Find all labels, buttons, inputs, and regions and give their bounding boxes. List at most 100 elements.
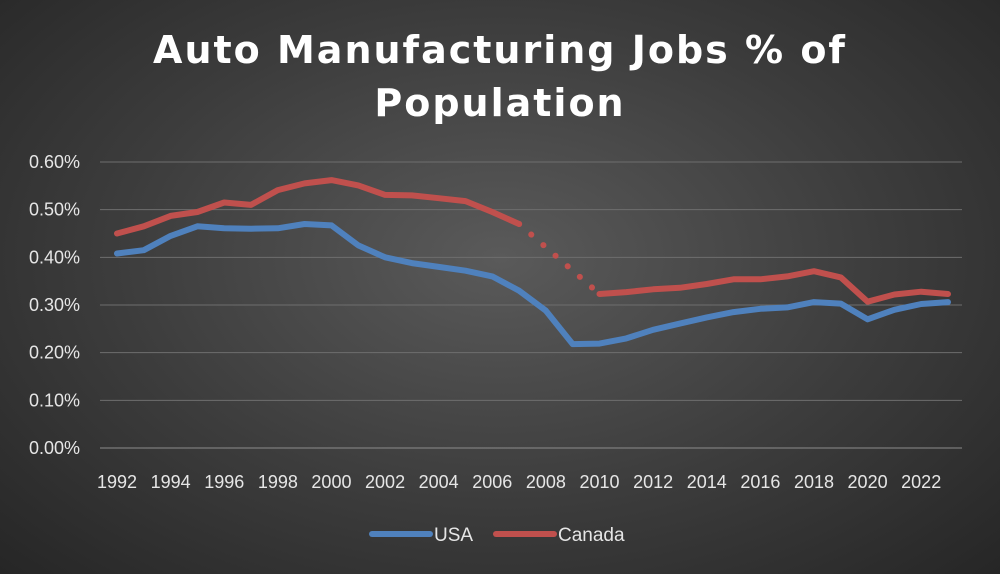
data-point-canada <box>731 276 737 282</box>
data-point-canada <box>757 276 763 282</box>
data-point-usa <box>570 341 576 347</box>
data-point-canada <box>784 273 790 279</box>
data-point-usa <box>945 299 951 305</box>
data-point-usa <box>543 308 549 314</box>
data-point-usa <box>114 251 120 257</box>
data-point-canada <box>328 177 334 183</box>
data-point-usa <box>677 321 683 327</box>
data-point-canada <box>114 231 120 237</box>
data-point-usa <box>489 273 495 279</box>
data-point-usa <box>838 301 844 307</box>
series-layer <box>114 177 951 348</box>
data-point-usa <box>516 288 522 294</box>
data-point-usa <box>623 335 629 341</box>
data-point-canada <box>489 209 495 215</box>
legend-label-usa: USA <box>434 525 473 546</box>
x-tick-label: 2014 <box>687 472 727 492</box>
data-point-usa <box>918 301 924 307</box>
data-point-canada <box>516 221 522 227</box>
legend: USA Canada <box>369 525 625 546</box>
data-point-usa <box>168 233 174 239</box>
x-tick-label: 2022 <box>901 472 941 492</box>
data-point-usa <box>650 327 656 333</box>
series-line-canada <box>596 268 951 305</box>
x-axis-ticks: 1992 1994 1996 1998 2000 2002 2004 2006 2008 2010… <box>97 472 941 492</box>
series-gap-canada <box>516 220 603 298</box>
x-tick-label: 2020 <box>848 472 888 492</box>
data-point-canada <box>945 291 951 297</box>
data-point-usa <box>757 306 763 312</box>
x-tick-label: 2010 <box>579 472 619 492</box>
data-point-usa <box>811 299 817 305</box>
data-point-usa <box>436 264 442 270</box>
data-point-canada <box>275 187 281 193</box>
data-point-usa <box>141 247 147 253</box>
data-point-canada <box>168 213 174 219</box>
data-point-usa <box>731 309 737 315</box>
data-point-canada <box>409 192 415 198</box>
gridlines <box>100 161 962 449</box>
data-point-canada <box>141 223 147 229</box>
data-point-usa <box>275 225 281 231</box>
y-tick-label: 0.10% <box>29 390 80 410</box>
y-tick-label: 0.60% <box>29 152 80 172</box>
data-point-canada <box>811 268 817 274</box>
data-point-usa <box>865 316 871 322</box>
data-point-canada <box>221 200 227 206</box>
data-point-canada <box>891 292 897 298</box>
y-tick-label: 0.50% <box>29 200 80 220</box>
x-tick-label: 2006 <box>472 472 512 492</box>
data-point-canada <box>355 182 361 188</box>
chart-title: Auto Manufacturing Jobs % of Population <box>153 28 847 125</box>
data-point-canada <box>597 291 603 297</box>
data-point-canada <box>704 281 710 287</box>
data-point-canada <box>194 209 200 215</box>
x-tick-label: 1992 <box>97 472 137 492</box>
x-tick-label: 2008 <box>526 472 566 492</box>
data-point-usa <box>248 226 254 232</box>
y-tick-label: 0.30% <box>29 295 80 315</box>
data-point-usa <box>382 254 388 260</box>
data-point-usa <box>704 314 710 320</box>
x-tick-label: 2016 <box>740 472 780 492</box>
y-axis-ticks: 0.00% 0.10% 0.20% 0.30% 0.40% 0.50% 0.60% <box>29 152 80 458</box>
y-tick-label: 0.40% <box>29 247 80 267</box>
x-tick-label: 2012 <box>633 472 673 492</box>
data-point-canada <box>650 286 656 292</box>
data-point-canada <box>382 192 388 198</box>
y-tick-label: 0.00% <box>29 438 80 458</box>
data-point-canada <box>677 285 683 291</box>
series-line-usa <box>114 221 951 348</box>
data-point-usa <box>194 223 200 229</box>
data-point-usa <box>328 222 334 228</box>
data-point-usa <box>355 242 361 248</box>
data-point-canada <box>865 299 871 305</box>
data-point-usa <box>409 260 415 266</box>
series-line-canada <box>114 177 523 237</box>
x-tick-label: 2018 <box>794 472 834 492</box>
data-point-canada <box>248 202 254 208</box>
x-tick-label: 1996 <box>204 472 244 492</box>
data-point-usa <box>891 307 897 313</box>
data-point-usa <box>221 225 227 231</box>
data-point-canada <box>623 289 629 295</box>
data-point-usa <box>302 221 308 227</box>
x-tick-label: 2004 <box>419 472 459 492</box>
x-tick-label: 2002 <box>365 472 405 492</box>
y-tick-label: 0.20% <box>29 343 80 363</box>
x-tick-label: 1994 <box>151 472 191 492</box>
data-point-canada <box>838 274 844 280</box>
title-line-2: Population <box>374 81 625 125</box>
legend-label-canada: Canada <box>558 525 625 546</box>
data-point-canada <box>302 180 308 186</box>
data-point-canada <box>436 195 442 201</box>
title-line-1: Auto Manufacturing Jobs % of <box>153 28 847 72</box>
x-tick-label: 1998 <box>258 472 298 492</box>
data-point-usa <box>462 268 468 274</box>
data-point-usa <box>597 341 603 347</box>
data-point-usa <box>784 304 790 310</box>
x-tick-label: 2000 <box>311 472 351 492</box>
data-point-canada <box>918 289 924 295</box>
data-point-canada <box>462 198 468 204</box>
